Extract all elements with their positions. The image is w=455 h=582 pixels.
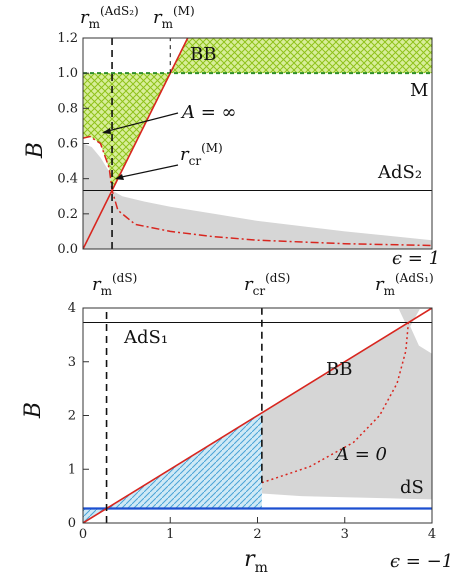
rcr-m-arrow	[116, 164, 179, 179]
rcr-m-arrowhead	[115, 174, 124, 180]
a-infinity-arrowhead	[102, 128, 111, 134]
bb-line-bottom	[83, 308, 432, 523]
a-infinity-curve	[83, 135, 432, 247]
y-axis-label-top: B	[23, 142, 48, 159]
y-tick-label-top: 0.4	[57, 172, 78, 187]
x-tick-label: 0	[79, 527, 87, 542]
ads1-label: AdS₁	[123, 327, 168, 348]
grey-region-tip	[398, 309, 420, 330]
x-tick-label: 2	[253, 527, 261, 542]
a-infinity-label: A = ∞	[180, 102, 237, 123]
y-tick-label-bottom: 4	[68, 301, 76, 316]
y-axis-label-bottom: B	[21, 402, 46, 419]
y-tick-label-top: 0.2	[57, 207, 78, 222]
grey-region-top	[83, 143, 432, 249]
x-tick-label: 3	[341, 527, 349, 542]
bb-label-top: BB	[190, 44, 216, 65]
ads2-label: AdS₂	[377, 162, 422, 183]
x-tick-label: 1	[166, 527, 174, 542]
epsilon-label-top: ϵ = 1	[392, 248, 440, 269]
m-label: M	[410, 80, 428, 101]
rcr-m-label: rcr(M)	[180, 141, 223, 168]
rm-ds-label: rm(dS)	[92, 271, 137, 298]
x-tick-label: 4	[428, 527, 436, 542]
hatched-region-bb-top	[170, 38, 432, 74]
y-tick-label-top: 0.8	[57, 101, 78, 116]
x-axis-label: rm	[244, 547, 268, 576]
y-ticks-bottom: 0 1 2 3 4	[68, 301, 89, 531]
rcr-ds-label: rcr(dS)	[244, 271, 290, 298]
bottom-panel: 0 1 2 3 4 0 1 2 3 4 B rm rm(dS) rcr(dS) rm(AdS₁)…	[21, 271, 453, 576]
top-panel: 0.0 0.2 0.4 0.6 0.8 1.0 1.2 B rm(AdS₂) rm(M) B…	[23, 4, 440, 269]
y-tick-label-bottom: 3	[68, 355, 76, 370]
ds-label: dS	[400, 477, 424, 498]
rm-ads1-label: rm(AdS₁)	[375, 271, 434, 298]
grey-region-bottom	[261, 322, 432, 500]
epsilon-label-bottom: ϵ = −1	[390, 551, 453, 572]
y-tick-label-bottom: 2	[68, 409, 76, 424]
bb-label-bottom: BB	[326, 359, 352, 380]
a-zero-curve	[261, 322, 410, 484]
a-zero-label: A = 0	[334, 444, 387, 465]
y-tick-label-bottom: 1	[68, 462, 76, 477]
y-tick-label-top: 0.0	[57, 242, 78, 257]
y-tick-label-bottom: 0	[68, 516, 76, 531]
rm-m-label: rm(M)	[153, 4, 195, 31]
x-ticks-bottom: 0 1 2 3 4	[79, 517, 436, 542]
y-tick-label-top: 1.0	[57, 66, 78, 81]
a-infinity-arrow	[103, 112, 179, 133]
y-tick-label-top: 1.2	[57, 31, 78, 46]
rm-ads2-label: rm(AdS₂)	[80, 4, 139, 31]
y-tick-label-top: 0.6	[57, 137, 78, 152]
hatched-region-left-top	[83, 73, 171, 191]
y-ticks-top: 0.0 0.2 0.4 0.6 0.8 1.0 1.2	[57, 31, 89, 257]
